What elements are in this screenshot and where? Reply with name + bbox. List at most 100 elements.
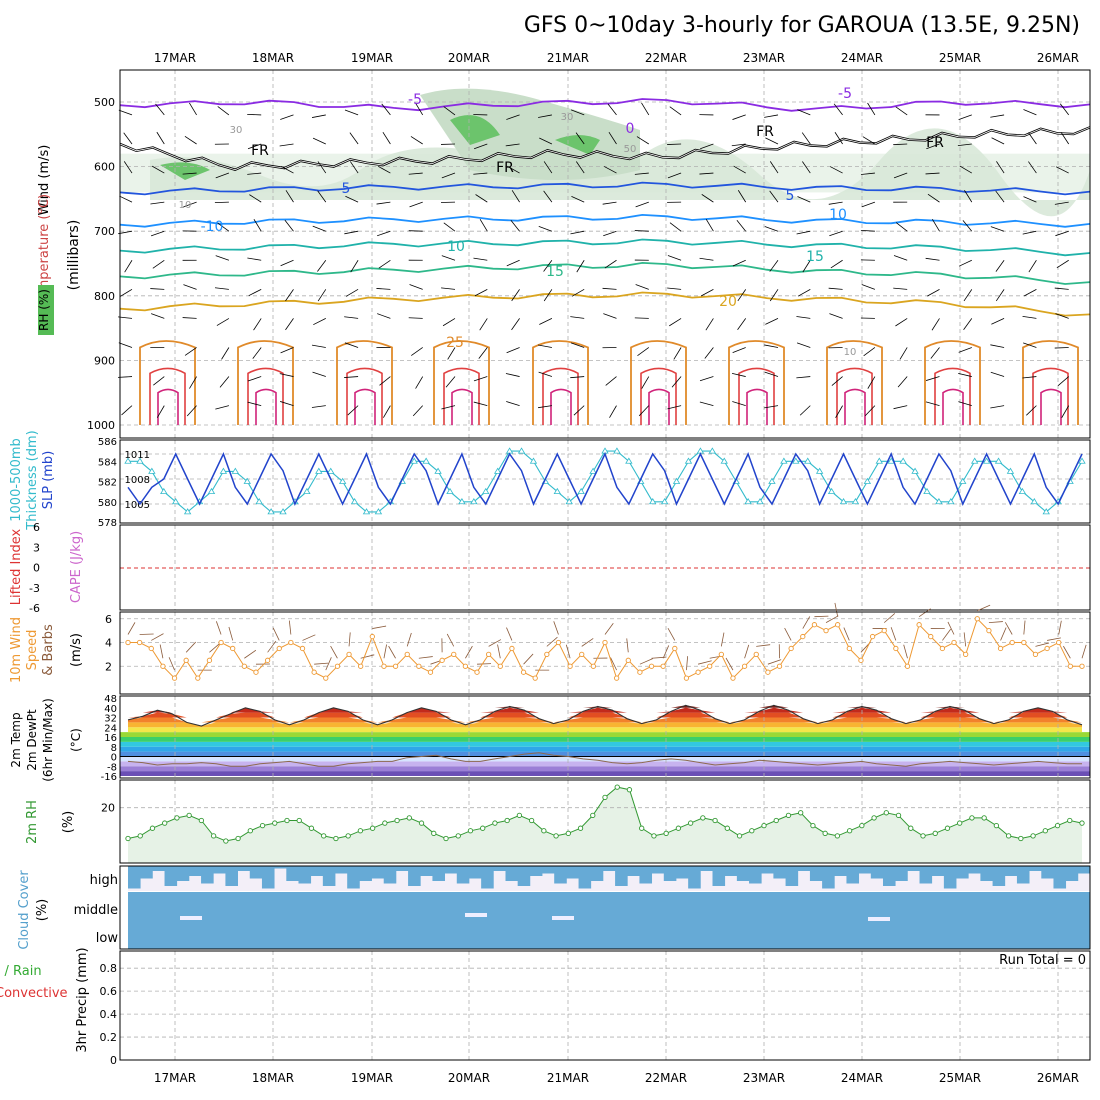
x-tick-label-bottom: 25MAR <box>939 1071 981 1085</box>
isotherm-line <box>346 367 383 425</box>
wind-barb <box>814 615 829 618</box>
wind-barb <box>280 114 294 120</box>
wind-barb <box>991 318 1005 325</box>
wind-barb <box>546 636 558 647</box>
thickness-point <box>827 487 836 495</box>
y-axis-label-rh2m: 2m RH <box>25 800 40 844</box>
wind-barb <box>925 257 940 261</box>
rh-line-point <box>308 825 315 831</box>
contour-label: 0 <box>626 121 635 137</box>
wind-speed-line-point <box>1067 663 1074 669</box>
wind-barb <box>570 376 585 379</box>
wind-barb <box>118 230 133 235</box>
wind-barb <box>864 405 876 417</box>
wind-barb <box>634 172 649 175</box>
cloud-high-bar <box>1077 866 1091 874</box>
wind-barb <box>737 190 747 203</box>
wind-barb <box>862 136 876 145</box>
y-axis-label-wind-units: (m/s) <box>69 633 84 667</box>
thickness-point <box>875 457 883 464</box>
wind-barb <box>221 347 230 360</box>
wind-barb <box>284 219 294 232</box>
thickness-point <box>744 497 752 505</box>
wind-barb <box>285 190 294 203</box>
wind-barb <box>479 318 488 331</box>
cloud-high-bar <box>420 866 433 876</box>
cloud-high-bar <box>590 866 604 881</box>
wind-barb <box>121 405 133 416</box>
cloud-gap <box>868 917 890 921</box>
thickness-point <box>207 487 216 495</box>
wind-barb <box>441 405 456 410</box>
wind-barb <box>571 196 585 203</box>
cloud-high-bar <box>919 866 933 884</box>
run-total-label: Run Total = 0 <box>999 953 1086 968</box>
cloud-high-bar <box>1053 866 1067 889</box>
wind-barb <box>183 284 197 290</box>
wind-speed-line-point <box>683 675 690 681</box>
wind-speed-line-point <box>1044 645 1050 652</box>
wind-barb <box>731 143 746 147</box>
wind-speed-line-point <box>916 622 922 628</box>
y-axis-label-dewpt: 2m DewPt <box>25 709 39 771</box>
wind-barb <box>538 114 552 118</box>
thickness-point <box>458 497 466 505</box>
temperature-color-band <box>120 751 1090 757</box>
cloud-high-bar <box>700 866 713 871</box>
temperature-color-band <box>120 741 1090 747</box>
wind-barb <box>996 161 1005 174</box>
wind-barb <box>317 161 327 174</box>
rh-line-point <box>345 833 351 839</box>
wind-speed-line-point <box>323 675 329 681</box>
cloud-high-bar <box>517 866 531 886</box>
wind-barb <box>699 376 714 382</box>
stability-panel-frame <box>119 524 1091 611</box>
thickness-point <box>708 447 717 454</box>
wind-barb <box>610 657 617 671</box>
wind-barb <box>796 230 811 235</box>
isotherm-line <box>746 388 768 425</box>
rh-line-point <box>639 825 645 831</box>
wind-barb <box>153 376 165 386</box>
wind-barb <box>995 190 1005 203</box>
y-tick-label: 700 <box>94 225 115 238</box>
thickness-point <box>625 457 633 464</box>
contour-label: 10 <box>447 239 465 255</box>
y-tick-label: 16 <box>104 733 117 744</box>
wind-barb <box>830 166 843 174</box>
wind-barb <box>445 376 456 388</box>
rh-line-point <box>210 833 217 839</box>
wind-barb <box>477 663 492 665</box>
thickness-point <box>171 497 180 505</box>
wind-speed-line-point <box>183 657 189 663</box>
wind-barb <box>506 114 520 120</box>
y-axis-label-precip-total: Total / Rain <box>0 964 42 979</box>
rh-line-point <box>1054 822 1061 829</box>
y-tick-label: 900 <box>94 354 115 367</box>
thickness-point <box>231 467 240 474</box>
wind-barb <box>252 347 262 359</box>
wind-barb <box>995 289 1005 302</box>
wind-barb <box>667 405 682 410</box>
wind-speed-line-point <box>1056 639 1062 646</box>
isotherm-line <box>844 388 866 425</box>
wind-speed-line-point <box>567 663 573 669</box>
contour-label: 15 <box>546 264 564 280</box>
wind-barb <box>317 289 327 302</box>
wind-barb <box>376 288 391 290</box>
y-axis-label-cloud-units: (%) <box>35 899 50 922</box>
isotherm-line <box>354 388 376 425</box>
y-tick-label-right: 1011 <box>125 450 150 461</box>
temperature-color-band <box>128 727 1082 733</box>
wind-barb <box>603 230 617 237</box>
wind-barb <box>799 405 811 416</box>
wind-barb <box>1035 642 1050 647</box>
contour-label: FR <box>251 143 269 159</box>
wind-barb <box>1060 132 1070 145</box>
rh-line-point <box>553 833 559 839</box>
rh-line-point <box>394 817 400 824</box>
wind-barb <box>418 656 433 659</box>
rh-line-point <box>516 812 523 819</box>
wind-barb <box>124 260 133 273</box>
cloud-gap <box>552 916 574 920</box>
